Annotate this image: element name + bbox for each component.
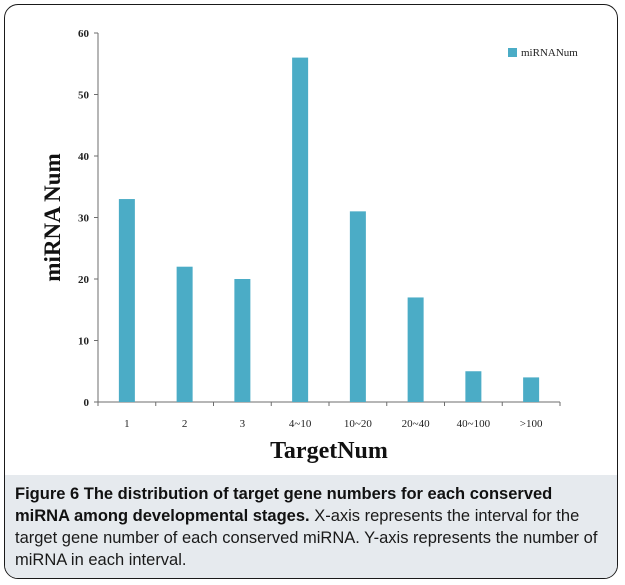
y-tick-label: 0: [84, 397, 90, 409]
x-axis-title: TargetNum: [270, 438, 388, 464]
caption-body: X-axis represents the interval for the t…: [15, 507, 598, 569]
bar: [118, 199, 135, 402]
figure-frame: 0 10 20 30 40 50 60 1 2 3 4~10 10~20 20~40 40~100 >100…: [4, 4, 618, 579]
y-tick-label: 10: [78, 336, 90, 348]
chart-area: 0 10 20 30 40 50 60 1 2 3 4~10 10~20 20~40 40~100 >100…: [5, 5, 617, 475]
y-tick-label: 50: [78, 90, 90, 102]
x-tick-label: 40~100: [457, 418, 491, 430]
bar: [465, 371, 482, 402]
bar: [407, 297, 424, 402]
figure-caption: Figure 6 The distribution of target gene…: [5, 475, 617, 578]
y-axis-title: miRNA Num: [40, 153, 65, 281]
x-tick-label: 3: [240, 418, 246, 430]
y-tick-label: 60: [78, 28, 90, 40]
y-tick-label: 20: [78, 274, 90, 286]
bar: [176, 266, 193, 402]
bar: [349, 211, 366, 402]
x-tick-label: >100: [520, 418, 543, 430]
x-tick-label: 2: [182, 418, 188, 430]
bar: [234, 279, 251, 402]
y-tick-label: 40: [78, 151, 90, 163]
x-tick-label: 1: [124, 418, 130, 430]
bar-chart: 0 10 20 30 40 50 60 1 2 3 4~10 10~20 20~40 40~100 >100…: [40, 28, 578, 464]
bar: [523, 377, 540, 402]
x-tick-label: 4~10: [289, 418, 312, 430]
legend-swatch: [508, 48, 517, 57]
legend-label: miRNANum: [521, 47, 578, 59]
x-tick-label: 10~20: [344, 418, 372, 430]
caption-title: Figure 6 The distribution of target gene…: [15, 485, 553, 525]
bar: [292, 57, 309, 402]
y-tick-label: 30: [78, 213, 90, 225]
x-tick-label: 20~40: [402, 418, 430, 430]
